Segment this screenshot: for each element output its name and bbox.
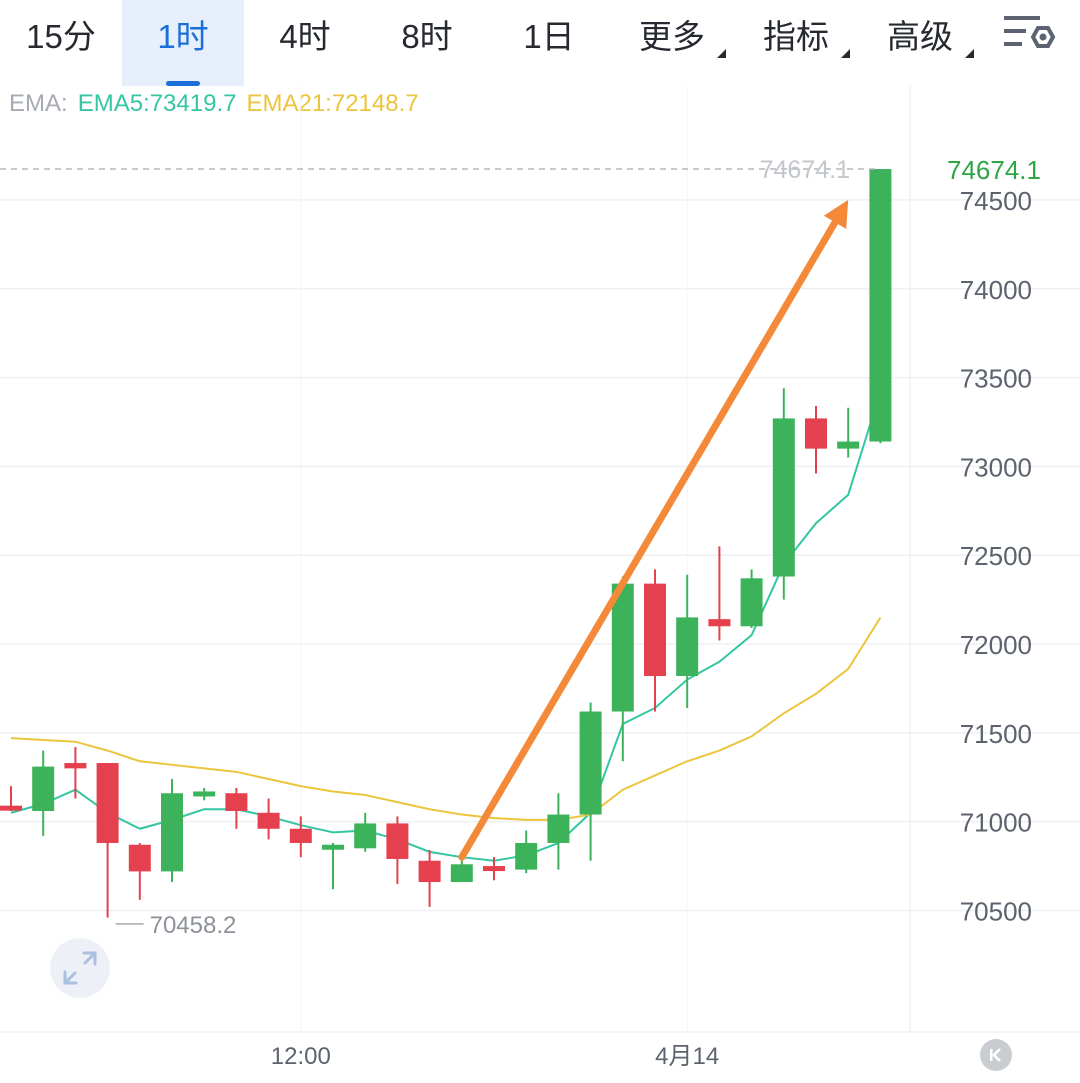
candle-body [515,842,538,870]
ema-legend: EMA: EMA5:73419.7 EMA21:72148.7 [9,90,429,118]
y-tick-label: 74000 [960,275,1032,305]
candle-body [257,812,280,829]
tab-label: 15分 [26,18,96,55]
candle-body [772,418,795,577]
candle-body [837,441,860,449]
candle-body [193,791,216,797]
candle-body [354,823,377,849]
candle-body [644,583,666,676]
jump-to-start-button[interactable] [980,1039,1012,1071]
tab-1day[interactable]: 1日 [488,0,610,86]
dropdown-caret-icon [965,49,974,58]
last-price-tag-label: 74674.1 [947,155,1041,185]
candlestick-chart[interactable]: 70500 71000 71500 72000 72500 73000 73500 74000… [0,86,1080,1083]
candle-body [483,866,505,872]
active-tab-indicator [166,81,200,86]
tab-label: 4时 [279,18,331,55]
tab-advanced[interactable]: 高级 [858,0,982,86]
candle-body [547,814,570,843]
candle-body [805,418,827,449]
tab-15min[interactable]: 15分 [0,0,122,86]
last-price-line-label: 74674.1 [760,156,850,184]
ema5-line [10,391,882,862]
ema21-line [10,617,882,821]
candle-body [128,844,151,872]
candle-body [579,711,602,815]
trend-arrow-shaft [458,218,839,861]
dropdown-caret-icon [717,49,726,58]
tab-label: 8时 [401,18,453,55]
candle-body [161,793,183,872]
candle-body [289,828,312,843]
y-tick-label: 72000 [960,630,1032,660]
candle-body [322,844,344,850]
jump-to-start-icon [990,1048,1001,1062]
dropdown-caret-icon [841,49,850,58]
candle-body [869,169,892,442]
tab-1hour[interactable]: 1时 [122,0,244,86]
low-marker-label: 70458.2 [150,912,237,939]
expand-icon [63,951,97,985]
candle-body [676,617,699,676]
tab-indicators[interactable]: 指标 [734,0,858,86]
ema5-legend-value: EMA5:73419.7 [77,90,237,117]
tab-8hour[interactable]: 8时 [366,0,488,86]
candle-body [96,763,119,843]
y-tick-label: 72500 [960,541,1032,571]
expand-chart-button[interactable] [50,938,110,998]
candle-body [64,763,87,769]
y-tick-label: 70500 [960,896,1032,926]
y-tick-label: 71000 [960,808,1032,838]
ema-legend-prefix: EMA: [9,90,68,117]
x-tick-label: 12:00 [271,1043,331,1070]
candle-body [32,766,55,811]
tab-label: 指标 [763,18,829,55]
candle-body [225,793,248,811]
tab-more[interactable]: 更多 [610,0,734,86]
candle-body [386,823,409,859]
candle-body [611,583,634,712]
candle-body [450,864,473,883]
y-tick-label: 74500 [960,186,1032,216]
candle-body [740,578,763,627]
y-tick-label: 71500 [960,719,1032,749]
candle-body [0,805,22,811]
candle-body [708,619,731,627]
ema21-legend-value: EMA21:72148.7 [246,90,419,117]
chart-settings-icon[interactable] [1000,12,1058,60]
candle-body [418,860,441,883]
y-tick-label: 73500 [960,364,1032,394]
last-price-tag [914,149,1080,190]
tab-label: 1日 [523,18,575,55]
y-tick-label: 73000 [960,452,1032,482]
x-tick-label: 4月14 [655,1043,719,1070]
tab-label: 1时 [157,18,209,55]
trend-arrow-head [823,199,849,229]
timeframe-tabs: 15分 1时 4时 8时 1日 更多 指标 高级 [0,0,1080,86]
tab-4hour[interactable]: 4时 [244,0,366,86]
tab-label: 高级 [887,18,953,55]
tab-label: 更多 [639,18,705,55]
